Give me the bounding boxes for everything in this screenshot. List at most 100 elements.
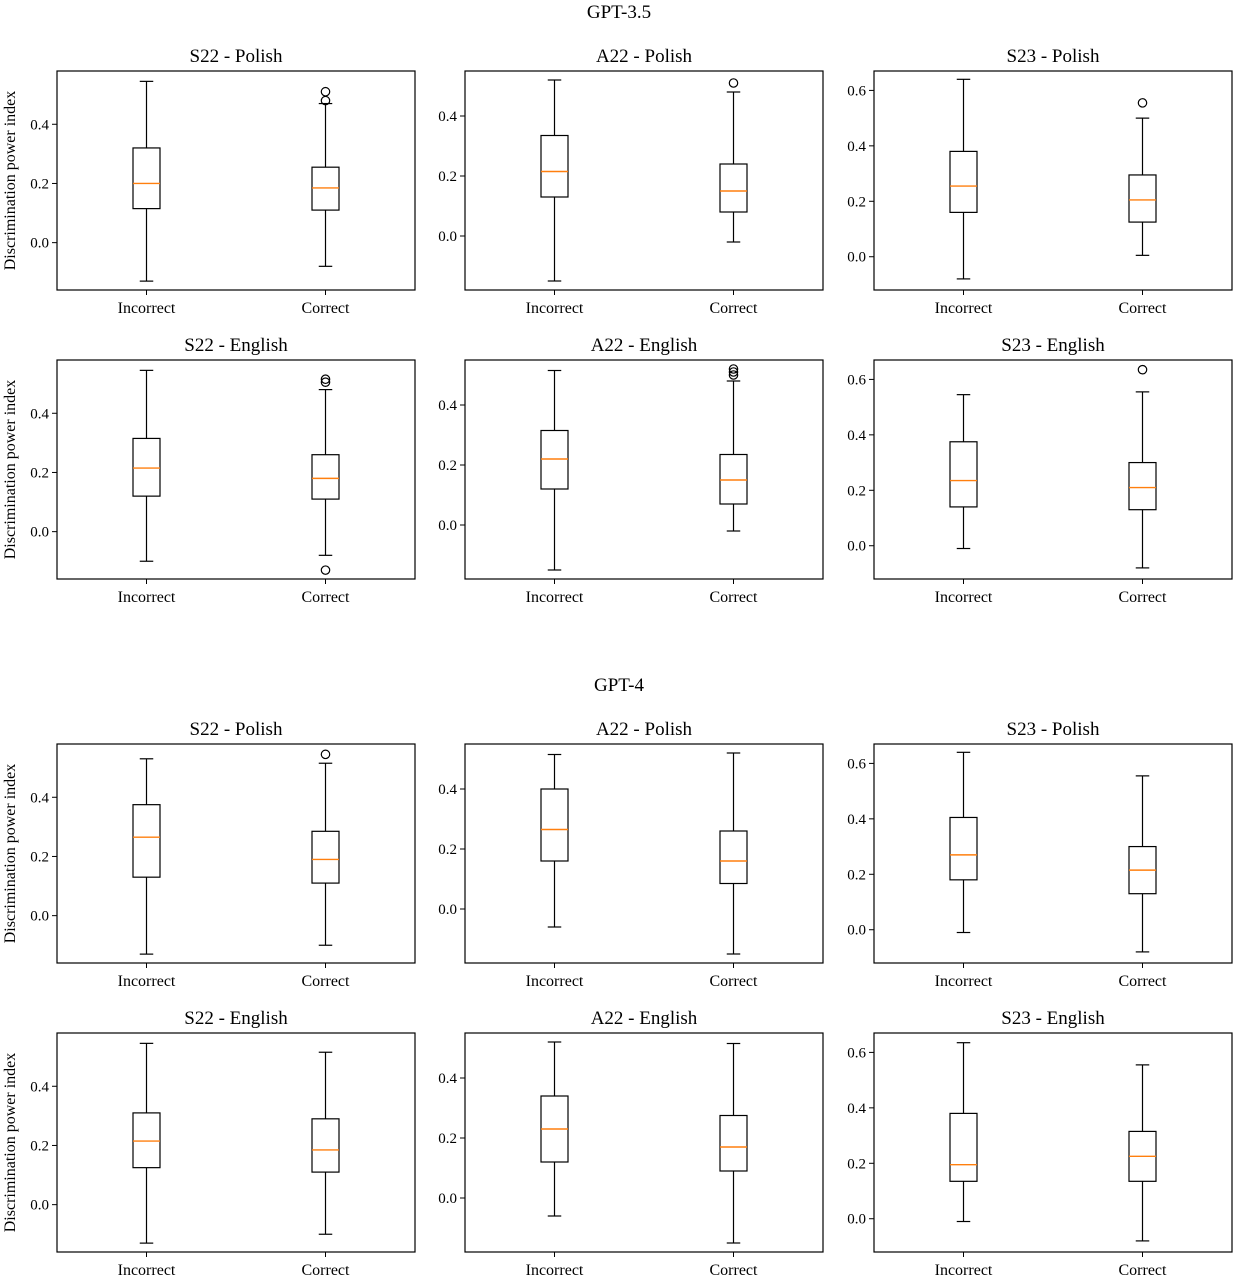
iqr-box <box>949 816 978 881</box>
y-tick-label: 0.4 <box>30 406 49 422</box>
subplot-title: S23 - Polish <box>1007 46 1100 67</box>
subplot: S23 - English 0.0 0.2 0.4 0.6 Incorrect Correc… <box>847 335 1233 606</box>
iqr-box <box>311 454 340 500</box>
outlier-point <box>1137 364 1148 375</box>
y-tick-label: 0.0 <box>30 1198 49 1214</box>
y-tick-label: 0.4 <box>438 109 457 125</box>
x-tick-label: Correct <box>710 1262 759 1279</box>
box-incorrect <box>949 1042 978 1223</box>
y-tick-label: 0.0 <box>438 902 457 918</box>
x-tick-label: Correct <box>1119 973 1168 990</box>
outlier-point <box>320 565 331 575</box>
figure-section: GPT-3.5 S22 - Polish 0.0 0.2 0.4 Discriminati… <box>2 2 1233 606</box>
outlier-point <box>1137 98 1148 108</box>
axes-frame <box>464 1032 824 1253</box>
x-tick-label: Incorrect <box>935 589 993 606</box>
y-tick-label: 0.0 <box>438 1191 457 1207</box>
y-tick-label: 0.2 <box>438 169 457 185</box>
subplot-title: A22 - English <box>591 1008 698 1029</box>
subplot: A22 - English 0.0 0.2 0.4 Incorrect Correct <box>438 1008 824 1279</box>
y-tick-label: 0.2 <box>438 842 457 858</box>
y-tick-label: 0.2 <box>30 176 49 192</box>
x-tick-label: Correct <box>302 973 351 990</box>
box-incorrect <box>132 1042 161 1244</box>
iqr-box <box>949 1112 978 1182</box>
x-tick-label: Correct <box>710 973 759 990</box>
iqr-box <box>719 163 748 213</box>
box-incorrect <box>132 758 161 955</box>
iqr-box <box>1128 461 1157 511</box>
section-title: GPT-3.5 <box>587 2 651 23</box>
subplot-title: S22 - English <box>184 335 288 356</box>
outlier-point <box>320 374 331 385</box>
y-axis-label: Discrimination power index <box>2 1053 19 1233</box>
x-tick-label: Incorrect <box>118 589 176 606</box>
x-tick-label: Incorrect <box>526 300 584 317</box>
iqr-box <box>311 166 340 211</box>
y-tick-label: 0.2 <box>847 1156 866 1172</box>
box-incorrect <box>540 1041 569 1217</box>
iqr-box <box>132 804 161 878</box>
box-incorrect <box>132 80 161 282</box>
y-tick-label: 0.2 <box>438 458 457 474</box>
y-tick-label: 0.0 <box>30 236 49 252</box>
y-tick-label: 0.0 <box>30 525 49 541</box>
x-tick-label: Incorrect <box>526 1262 584 1279</box>
box-correct <box>719 364 748 532</box>
y-tick-label: 0.6 <box>847 83 866 99</box>
iqr-box <box>132 1112 161 1169</box>
iqr-box <box>719 830 748 885</box>
y-tick-label: 0.0 <box>438 518 457 534</box>
box-correct <box>1128 98 1157 256</box>
subplot-title: S22 - English <box>184 1008 288 1029</box>
subplot: S23 - Polish 0.0 0.2 0.4 0.6 Incorrect Correct <box>847 46 1233 317</box>
box-correct <box>1128 364 1157 569</box>
box-correct <box>719 78 748 243</box>
x-tick-label: Incorrect <box>118 1262 176 1279</box>
subplot-title: S22 - Polish <box>190 46 283 67</box>
box-incorrect <box>949 394 978 550</box>
box-correct <box>719 1042 748 1244</box>
x-tick-label: Correct <box>1119 300 1168 317</box>
box-correct <box>311 1051 340 1235</box>
outlier-point <box>728 370 739 380</box>
box-incorrect <box>540 369 569 571</box>
subplot-title: S23 - Polish <box>1007 719 1100 740</box>
y-tick-label: 0.2 <box>847 483 866 499</box>
y-tick-label: 0.4 <box>847 1101 866 1117</box>
outlier-point <box>320 749 331 760</box>
x-tick-label: Correct <box>302 589 351 606</box>
y-tick-label: 0.0 <box>847 923 866 939</box>
iqr-box <box>1128 174 1157 223</box>
x-tick-label: Correct <box>302 1262 351 1279</box>
y-tick-label: 0.2 <box>30 849 49 865</box>
y-tick-label: 0.4 <box>30 790 49 806</box>
iqr-box <box>949 150 978 213</box>
outlier-point <box>320 377 331 387</box>
box-correct <box>311 374 340 575</box>
subplot-title: S22 - Polish <box>190 719 283 740</box>
subplot: S22 - Polish 0.0 0.2 0.4 Discrimination powe… <box>2 46 416 317</box>
subplot: A22 - Polish 0.0 0.2 0.4 Incorrect Correct <box>438 719 824 990</box>
y-tick-label: 0.2 <box>30 1138 49 1154</box>
y-tick-label: 0.6 <box>847 756 866 772</box>
x-tick-label: Incorrect <box>118 300 176 317</box>
y-tick-label: 0.4 <box>30 117 49 133</box>
subplot-title: A22 - English <box>591 335 698 356</box>
y-tick-label: 0.4 <box>438 398 457 414</box>
outlier-point <box>728 367 739 377</box>
subplot: S23 - English 0.0 0.2 0.4 0.6 Incorrect Correc… <box>847 1008 1233 1279</box>
y-axis-label: Discrimination power index <box>2 764 19 944</box>
iqr-box <box>311 1118 340 1173</box>
subplot-title: A22 - Polish <box>596 719 693 740</box>
box-correct <box>1128 1064 1157 1242</box>
x-tick-label: Incorrect <box>526 973 584 990</box>
box-incorrect <box>949 78 978 280</box>
y-tick-label: 0.2 <box>30 465 49 481</box>
axes-frame <box>56 359 416 580</box>
box-correct <box>311 86 340 267</box>
iqr-box <box>311 830 340 884</box>
outlier-point <box>728 78 739 88</box>
y-axis-label: Discrimination power index <box>2 380 19 560</box>
x-tick-label: Correct <box>1119 1262 1168 1279</box>
